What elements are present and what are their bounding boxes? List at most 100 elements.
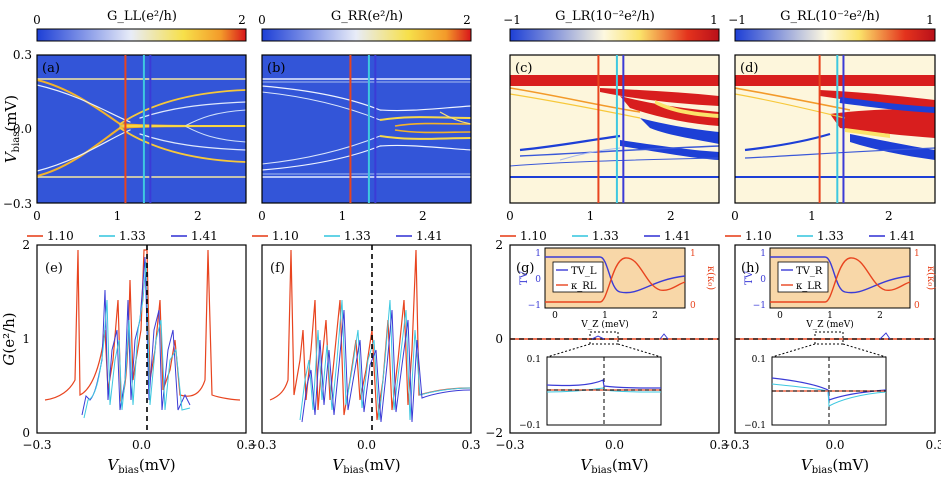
inset-top-h: TV_R κ_LR TV κ(κ₀) 1 0 −1 1 0 0 1 2 V_Z … — [744, 247, 936, 330]
xtick-a-2: 2 — [194, 209, 202, 223]
legend-label-3-1: 1.33 — [817, 229, 844, 243]
xtick-f-0: −0.3 — [247, 438, 276, 452]
xlabel-f: Vbias(mV) — [332, 456, 400, 476]
legend-label-3-0: 1.10 — [745, 229, 772, 243]
legend-label-3-2: 1.41 — [889, 229, 916, 243]
colorbar-d: G_RL(10⁻²e²/h) −1 1 — [728, 9, 936, 42]
curve-f-141 — [301, 309, 471, 423]
inset-left-label-h: TV — [744, 270, 755, 285]
ytick-e-0: 0 — [22, 426, 30, 440]
xtick-g-2: 0.3 — [709, 438, 728, 452]
colorbar-c: G_LR(10⁻²e²/h) −1 1 — [503, 9, 720, 42]
xtick-c-0: 0 — [506, 209, 514, 223]
xtick-b-2: 2 — [419, 209, 427, 223]
xtick-d-2: 2 — [885, 209, 893, 223]
lineplot-f: (f) — [261, 244, 472, 434]
panel-label-b: (b) — [267, 61, 285, 76]
xtick-d-1: 1 — [808, 209, 816, 223]
inset-right-label-g: κ(κ₀) — [705, 266, 716, 290]
curve-f-133 — [299, 299, 471, 421]
ytick-a-bottom: −0.3 — [3, 197, 32, 211]
xtick-c-2: 2 — [667, 209, 675, 223]
xlabels-bottom: Vbias(mV) Vbias(mV) Vbias(mV) Vbias(mV) — [107, 456, 869, 476]
xtick-d-0: 0 — [731, 209, 739, 223]
inset-xlabel-g: V_Z (meV) — [580, 319, 629, 330]
xtick-b-1: 1 — [339, 209, 347, 223]
ytick-a-mid: 0.0 — [13, 122, 32, 136]
inset-bottom-h: 0.1 −0.1 — [744, 355, 887, 431]
panel-label-e: (e) — [45, 261, 63, 276]
inset-right-label-h: κ(κ₀) — [925, 266, 936, 290]
legend-label-0-1: 1.33 — [119, 229, 146, 243]
inset-legend-g-1: κ_RL — [571, 281, 597, 292]
colorbar-title-a: G_LL(e²/h) — [107, 9, 177, 24]
panel-label-a: (a) — [42, 61, 60, 76]
inset-xt-g-2: 2 — [652, 311, 658, 321]
ytick-a-top: 0.3 — [13, 48, 32, 62]
lineplot-e: (e) 2 1 0 — [22, 238, 247, 440]
colorbar-tick-d-1: 1 — [926, 13, 934, 27]
xtick-f-1: 0.0 — [357, 438, 376, 452]
xtick-b-0: 0 — [258, 209, 266, 223]
panel-label-h: (h) — [741, 261, 760, 276]
inset-rt-g-1: 0 — [690, 301, 696, 311]
heatmap-d: (d) — [734, 54, 936, 204]
inset-xt-h-1: 1 — [827, 311, 833, 321]
legend-label-2-0: 1.10 — [520, 229, 547, 243]
lineplot-h: (h) TV_R κ_LR TV κ(κ₀) 1 0 −1 1 0 0 1 2 … — [734, 244, 936, 434]
xlabel-g: Vbias(mV) — [580, 456, 648, 476]
inset-bt-h-1: −0.1 — [744, 421, 766, 431]
xtick-g-0: −0.3 — [495, 438, 524, 452]
colorbar-tick-c-1: 1 — [710, 13, 718, 27]
inset-lt-h-0: 1 — [760, 249, 766, 259]
inset-rt-h-0: 1 — [914, 249, 920, 259]
legend-label-1-2: 1.41 — [416, 229, 443, 243]
legend-rows: 1.10 1.33 1.41 1.10 1.33 1.41 1.10 1.33 1.41 1.10… — [27, 229, 916, 243]
inset-bt-g-1: −0.1 — [519, 421, 541, 431]
panel-label-d: (d) — [740, 61, 758, 76]
inset-rt-g-0: 1 — [690, 249, 696, 259]
inset-bottom-g: 0.1 −0.1 — [519, 355, 662, 431]
xtick-a-0: 0 — [33, 209, 41, 223]
vline-markers — [124, 55, 845, 203]
xtick-g-1: 0.0 — [605, 438, 624, 452]
inset-xt-g-0: 0 — [552, 311, 558, 321]
panel-label-f: (f) — [270, 261, 285, 276]
xlabel-h: Vbias(mV) — [801, 456, 869, 476]
ytick-e-2: 2 — [22, 238, 30, 252]
xtick-e-2: 0.3 — [236, 438, 255, 452]
curve-h-141 — [879, 332, 891, 340]
ytick-g-2: 2 — [495, 238, 503, 252]
colorbar-tick-a-0: 0 — [33, 13, 41, 27]
inset-bt-h-0: 0.1 — [752, 355, 766, 365]
xtick-h-0: −0.3 — [720, 438, 749, 452]
xtick-a-1: 1 — [114, 209, 122, 223]
inset-xt-h-0: 0 — [777, 311, 783, 321]
inset-bt-g-0: 0.1 — [527, 355, 541, 365]
inset-lt-h-2: −1 — [753, 301, 766, 311]
ylabel-top: Vbias(mV) — [2, 95, 22, 163]
xticks-bottom: −0.3 0.0 0.3−0.3 0.0 0.3 −0.3 0.0 0.3−0.3 0.0 0.3 — [22, 438, 941, 452]
ytick-e-1: 1 — [22, 332, 30, 346]
curve-e-133 — [83, 261, 191, 419]
ylabel-bottom: G(e²/h) — [0, 312, 18, 365]
legend-label-2-2: 1.41 — [664, 229, 691, 243]
inset-left-label-g: TV — [519, 270, 530, 285]
inset-lt-g-2: −1 — [528, 301, 541, 311]
heatmap-a: (a) — [36, 54, 247, 204]
colorbar-tick-d-0: −1 — [728, 13, 746, 27]
colorbar-a: G_LL(e²/h) 0 2 — [33, 9, 247, 42]
panel-label-g: (g) — [516, 261, 534, 276]
colorbar-b: G_RR(e²/h) 0 2 — [258, 9, 472, 42]
legend-label-1-1: 1.33 — [344, 229, 371, 243]
heatmap-b: (b) — [261, 54, 472, 204]
xtick-h-2: 0.3 — [925, 438, 941, 452]
inset-legend-h-0: TV_R — [796, 266, 823, 277]
heatmap-c: (c) — [509, 54, 720, 204]
legend-label-2-1: 1.33 — [592, 229, 619, 243]
xtick-e-1: 0.0 — [132, 438, 151, 452]
ytick-g-0: 0 — [495, 332, 503, 346]
inset-lt-g-0: 1 — [535, 249, 541, 259]
colorbar-title-b: G_RR(e²/h) — [331, 9, 403, 24]
